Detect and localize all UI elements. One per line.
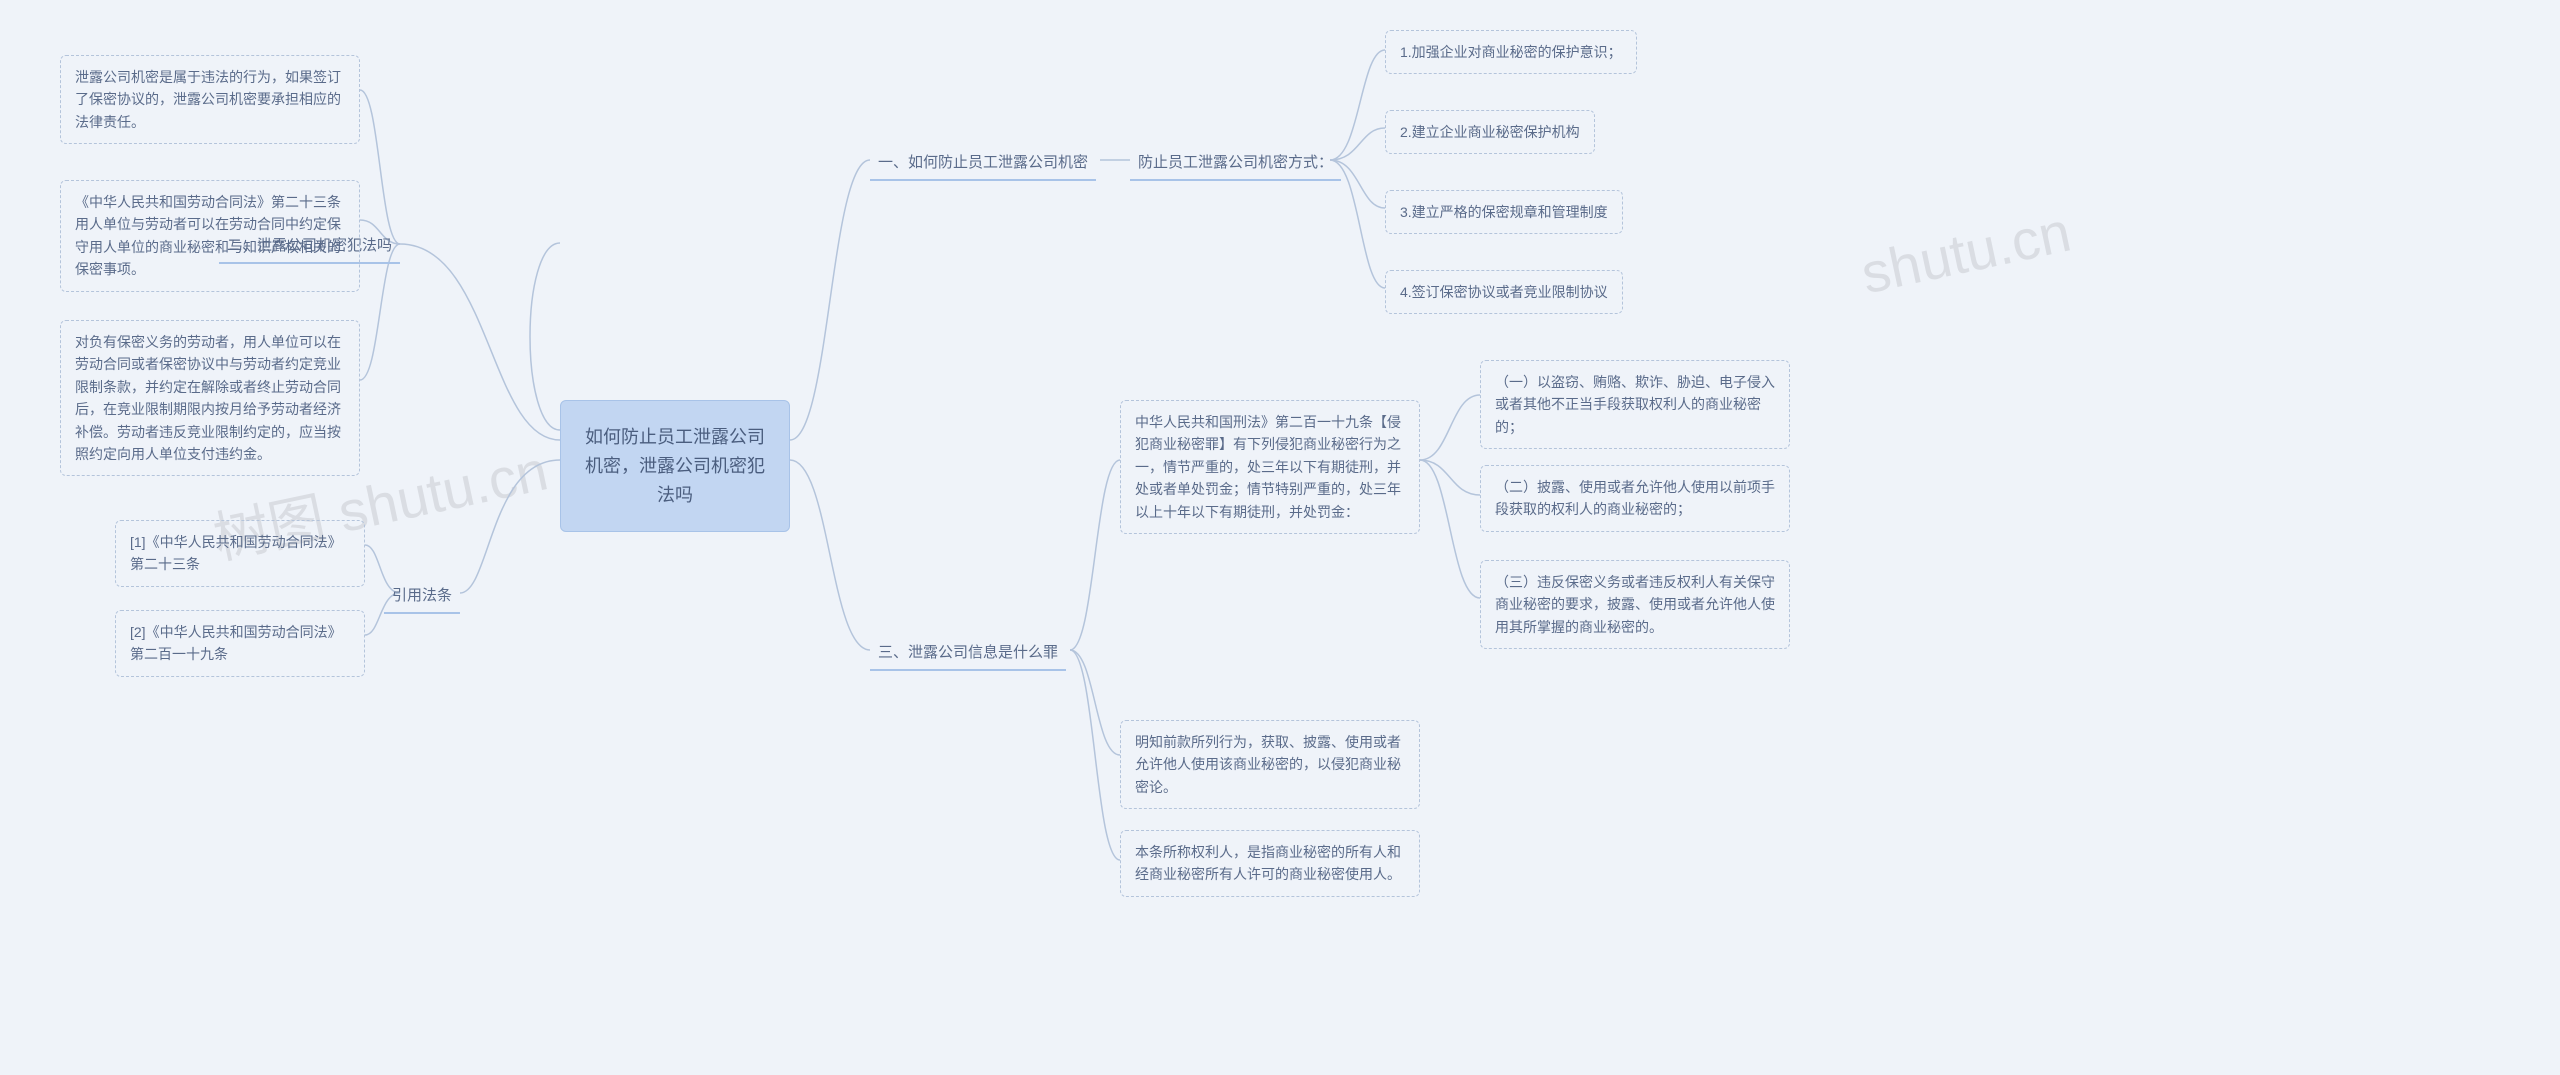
leaf-1-1[interactable]: 1.加强企业对商业秘密的保护意识； [1385,30,1637,74]
branch-references[interactable]: 引用法条 [384,578,460,614]
conn-root-left2 [460,460,560,593]
conn-root-left1 [400,244,560,440]
leaf-3-2[interactable]: 明知前款所列行为，获取、披露、使用或者允许他人使用该商业秘密的，以侵犯商业秘密论… [1120,720,1420,809]
watermark-2: shutu.cn [1856,199,2077,307]
leaf-2-2[interactable]: 《中华人民共和国劳动合同法》第二十三条 用人单位与劳动者可以在劳动合同中约定保守… [60,180,360,292]
leaf-ref-2[interactable]: [2]《中华人民共和国劳动合同法》 第二百一十九条 [115,610,365,677]
branch-section-3[interactable]: 三、泄露公司信息是什么罪 [870,635,1066,671]
leaf-2-1[interactable]: 泄露公司机密是属于违法的行为，如果签订了保密协议的，泄露公司机密要承担相应的法律… [60,55,360,144]
leaf-ref-1[interactable]: [1]《中华人民共和国劳动合同法》 第二十三条 [115,520,365,587]
leaf-2-3[interactable]: 对负有保密义务的劳动者，用人单位可以在劳动合同或者保密协议中与劳动者约定竞业限制… [60,320,360,476]
leaf-3-3[interactable]: 本条所称权利人，是指商业秘密的所有人和经商业秘密所有人许可的商业秘密使用人。 [1120,830,1420,897]
leaf-3-1[interactable]: 中华人民共和国刑法》第二百一十九条【侵犯商业秘密罪】有下列侵犯商业秘密行为之一，… [1120,400,1420,534]
leaf-3-1-2[interactable]: （二）披露、使用或者允许他人使用以前项手段获取的权利人的商业秘密的； [1480,465,1790,532]
branch-section-1-sub[interactable]: 防止员工泄露公司机密方式： [1130,145,1341,181]
root-node[interactable]: 如何防止员工泄露公司机密，泄露公司机密犯法吗 [560,400,790,532]
leaf-1-4[interactable]: 4.签订保密协议或者竞业限制协议 [1385,270,1623,314]
leaf-3-1-1[interactable]: （一）以盗窃、贿赂、欺诈、胁迫、电子侵入或者其他不正当手段获取权利人的商业秘密的… [1480,360,1790,449]
leaf-3-1-3[interactable]: （三）违反保密义务或者违反权利人有关保守商业秘密的要求，披露、使用或者允许他人使… [1480,560,1790,649]
leaf-1-3[interactable]: 3.建立严格的保密规章和管理制度 [1385,190,1623,234]
branch-section-1[interactable]: 一、如何防止员工泄露公司机密 [870,145,1096,181]
leaf-1-2[interactable]: 2.建立企业商业秘密保护机构 [1385,110,1595,154]
